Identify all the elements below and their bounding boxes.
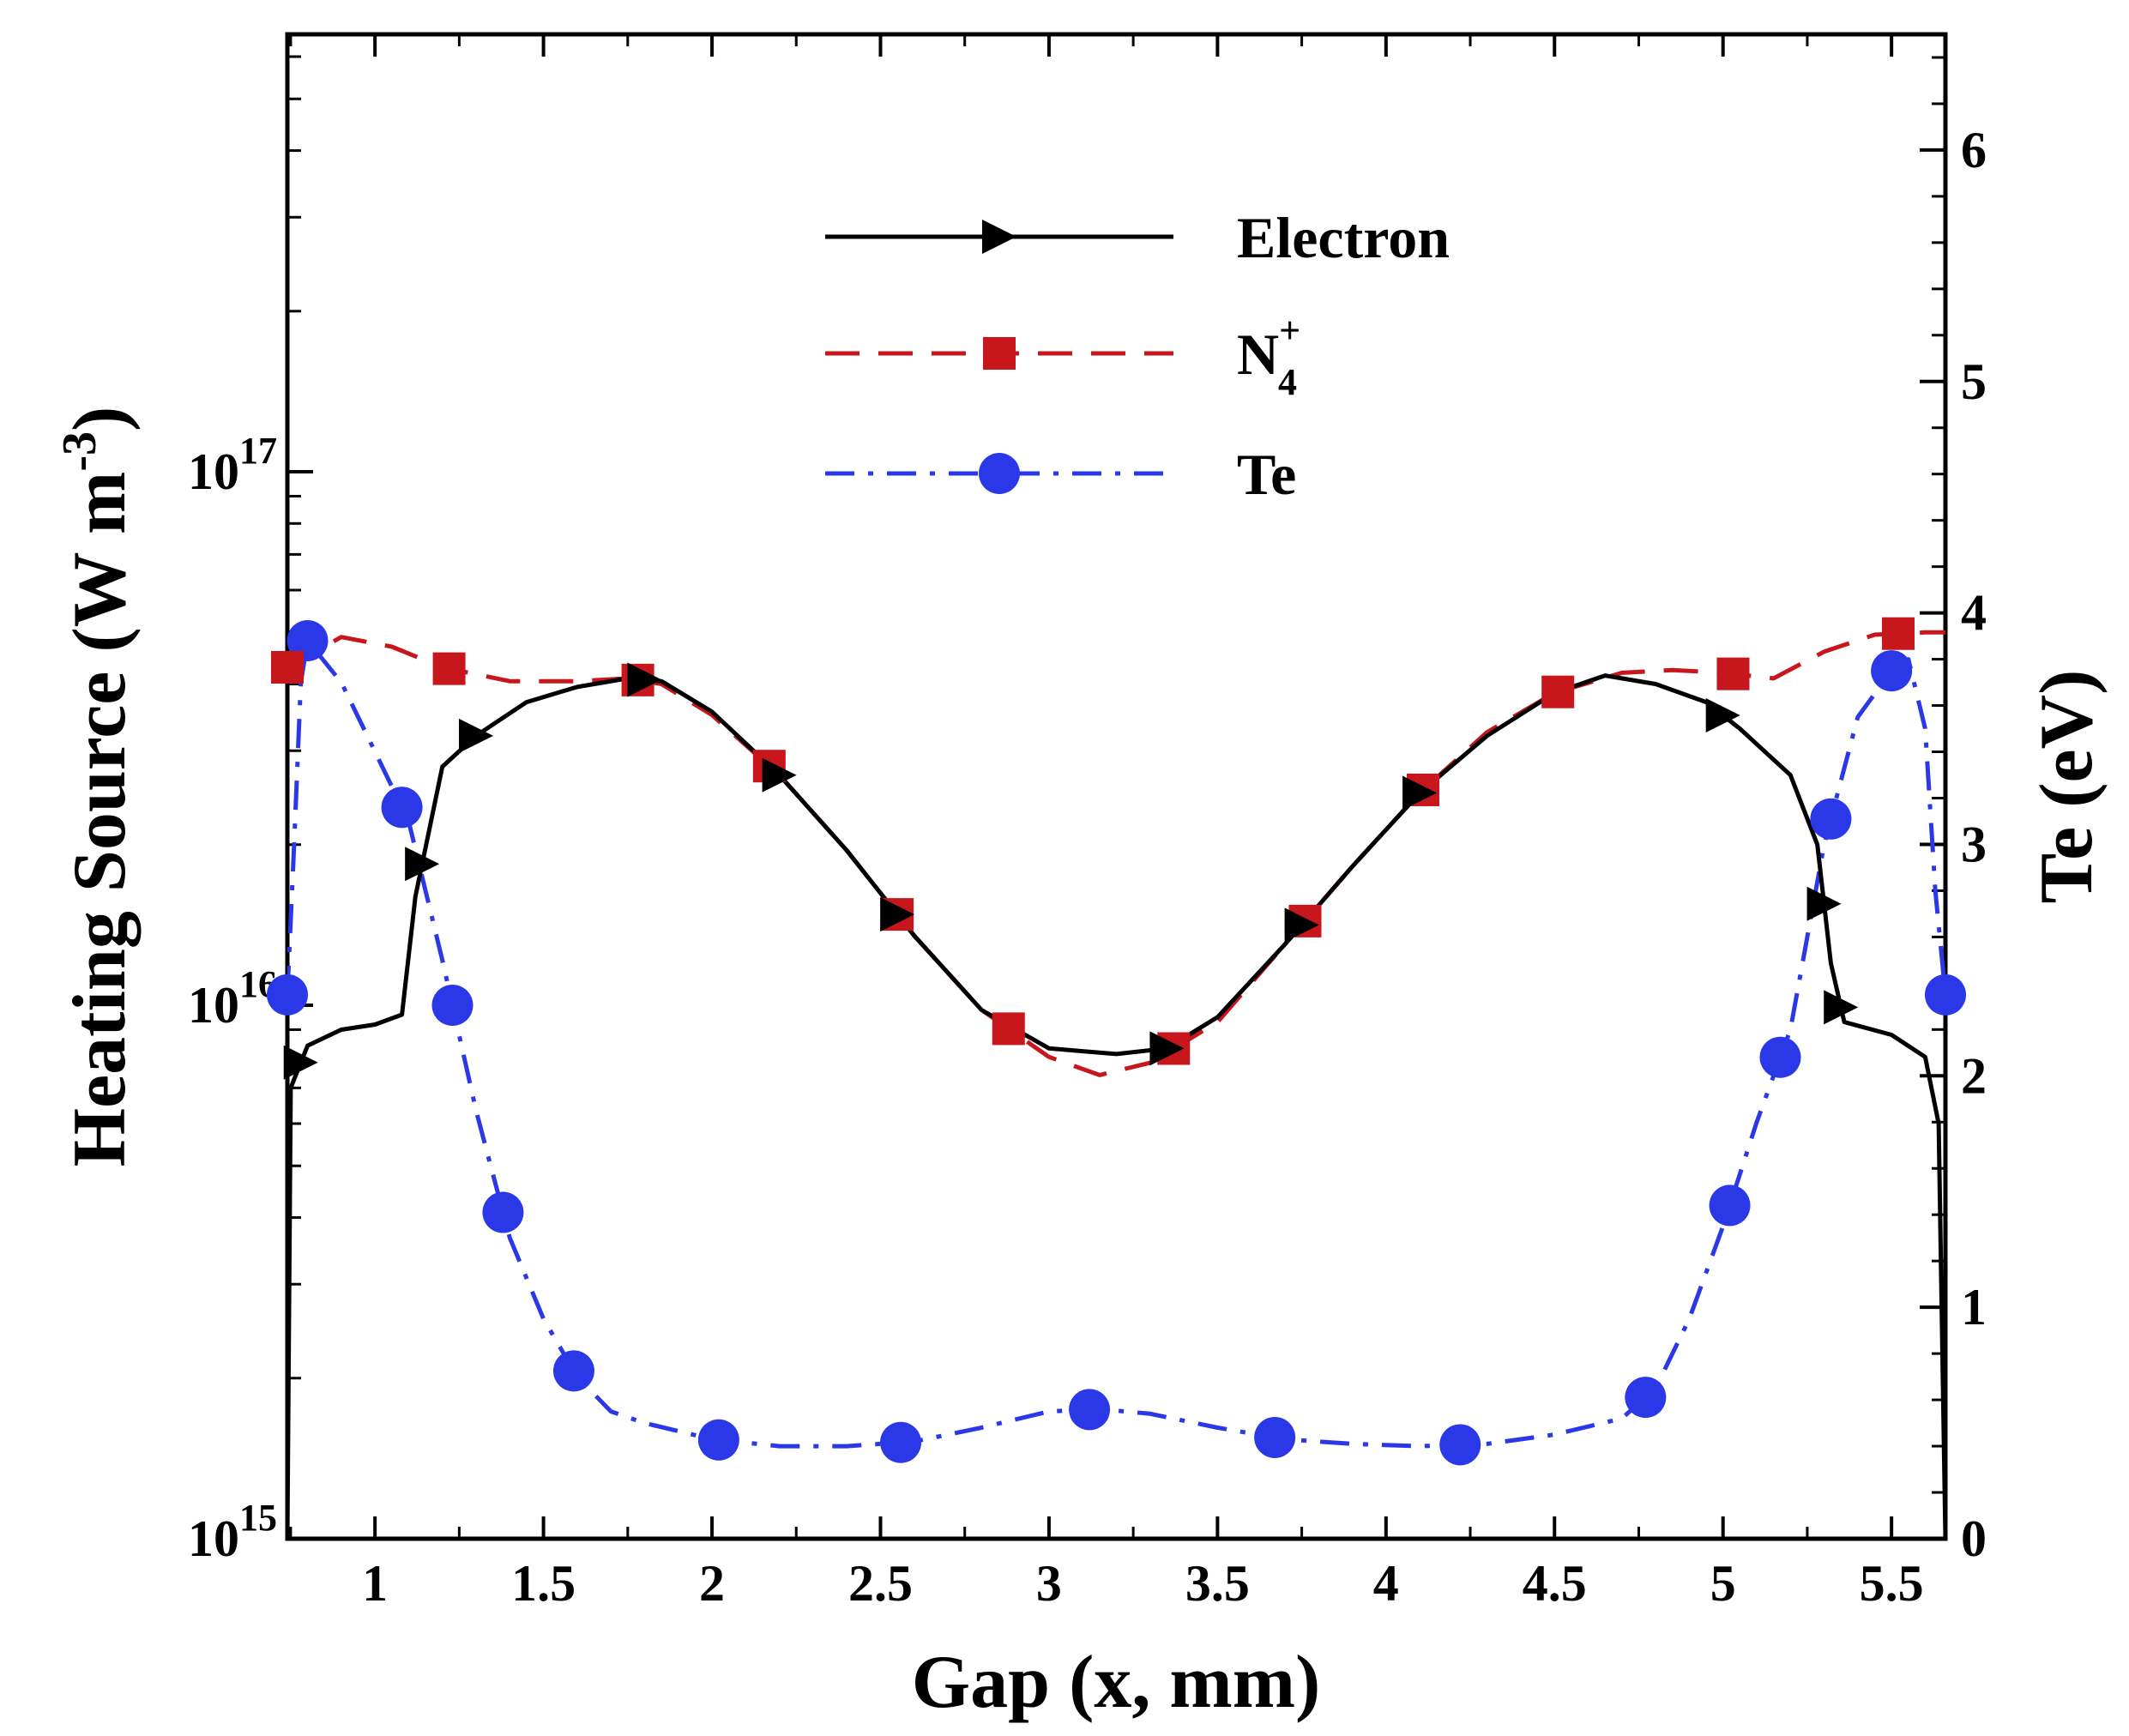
- electron-data-point: [880, 897, 915, 932]
- right-axis-ticks: 0 1 2 3 4 5 6: [1920, 56, 1987, 1567]
- legend-label-main: Te: [1237, 442, 1296, 507]
- n4-data-point: [271, 651, 304, 684]
- right-tick-label: 6: [1961, 122, 1987, 178]
- x-tick-label: 1: [362, 1555, 388, 1612]
- electron-data-point: [459, 718, 494, 753]
- x-axis-ticks: 1 1.5 2 2.5 3 3.5 4 4.5 5 5.5: [289, 34, 1924, 1612]
- te-data-point: [1810, 798, 1852, 840]
- left-tick-base: 10: [188, 977, 239, 1034]
- legend-label-sub: 4: [1278, 361, 1297, 403]
- legend-label: Te: [1237, 442, 1296, 507]
- te-data-point: [1439, 1424, 1481, 1466]
- left-tick-label: 1015: [188, 1497, 277, 1567]
- legend-label-main: N: [1237, 322, 1279, 387]
- n4-data-point: [432, 652, 466, 685]
- te-data-point: [431, 985, 473, 1027]
- legend-label-sup: +: [1279, 310, 1300, 352]
- legend-marker: [979, 453, 1020, 494]
- te-data-point: [1625, 1377, 1667, 1419]
- electron-data-point: [1149, 1031, 1185, 1066]
- electron-data-point: [405, 847, 440, 882]
- right-tick-label: 0: [1961, 1510, 1987, 1567]
- x-tick-label: 3.5: [1185, 1555, 1250, 1612]
- left-tick-exp: 15: [239, 1497, 277, 1539]
- x-tick-label: 4: [1373, 1555, 1399, 1612]
- n4-data-point: [1716, 657, 1750, 690]
- te-data-point: [1759, 1036, 1801, 1078]
- te-data-point: [482, 1191, 524, 1233]
- electron-data-point: [283, 1045, 318, 1080]
- x-tick-label: 2: [699, 1555, 725, 1612]
- electron-data-point: [1284, 907, 1319, 943]
- electron-data-point: [1705, 698, 1740, 733]
- left-axis-title-main: Heating Source (W m: [58, 472, 142, 1167]
- left-tick-exp: 17: [239, 430, 277, 472]
- right-tick-label: 3: [1961, 816, 1987, 872]
- electron-data-point: [762, 757, 797, 793]
- legend-item-n4: N+ 4: [825, 310, 1300, 403]
- x-tick-label: 5: [1710, 1555, 1736, 1612]
- x-tick-label: 5.5: [1860, 1555, 1924, 1612]
- te-data-point: [697, 1419, 739, 1461]
- legend-marker: [983, 337, 1016, 370]
- te-data-point: [1709, 1184, 1751, 1227]
- right-tick-label: 2: [1961, 1047, 1987, 1104]
- te-data-point: [1871, 650, 1913, 692]
- left-axis-title: Heating Source (W m-3): [53, 407, 142, 1167]
- legend-item-electron: Electron: [825, 205, 1450, 270]
- legend: Electron N+ 4 Te: [825, 205, 1450, 507]
- te-data-point: [267, 973, 308, 1016]
- te-series-line: [287, 638, 1945, 1449]
- electron-series-line: [287, 673, 1945, 1539]
- x-tick-label: 4.5: [1523, 1555, 1587, 1612]
- left-axis-title-sup: -3: [53, 431, 106, 472]
- te-data-point: [880, 1421, 922, 1463]
- legend-label: N+ 4: [1237, 310, 1300, 403]
- n4-data-point: [992, 1012, 1025, 1046]
- x-axis-title: Gap (x, mm): [912, 1641, 1321, 1724]
- right-tick-label: 1: [1961, 1279, 1987, 1335]
- te-data-point: [1925, 973, 1966, 1016]
- n4-data-point: [1541, 675, 1575, 708]
- electron-data-point: [627, 662, 662, 697]
- left-tick-label: 1016: [188, 963, 277, 1034]
- right-tick-label: 5: [1961, 353, 1987, 410]
- electron-data-point: [1806, 886, 1842, 921]
- te-data-point: [381, 787, 423, 829]
- te-data-point: [1069, 1389, 1111, 1431]
- marker-layer: [267, 617, 1966, 1466]
- te-data-point: [286, 619, 329, 661]
- right-axis-title: Te (eV): [2025, 670, 2108, 904]
- x-tick-label: 3: [1036, 1555, 1062, 1612]
- left-axis-title-end: ): [58, 407, 142, 431]
- left-tick-base: 10: [188, 1510, 239, 1567]
- te-data-point: [552, 1350, 594, 1392]
- series-layer: [287, 630, 1945, 1539]
- legend-label-main: Electron: [1237, 205, 1450, 270]
- te-data-point: [1254, 1416, 1296, 1458]
- legend-marker: [982, 220, 1016, 254]
- x-tick-label: 1.5: [511, 1555, 576, 1612]
- plot-frame: [285, 32, 1948, 1541]
- right-tick-label: 4: [1961, 585, 1987, 642]
- legend-label: Electron: [1237, 205, 1450, 270]
- left-tick-base: 10: [188, 443, 239, 500]
- electron-data-point: [1402, 775, 1438, 811]
- x-tick-label: 2.5: [848, 1555, 913, 1612]
- electron-data-point: [1824, 990, 1859, 1025]
- left-tick-label: 1017: [188, 430, 277, 500]
- legend-item-te: Te: [825, 442, 1296, 507]
- n4-data-point: [1881, 617, 1915, 650]
